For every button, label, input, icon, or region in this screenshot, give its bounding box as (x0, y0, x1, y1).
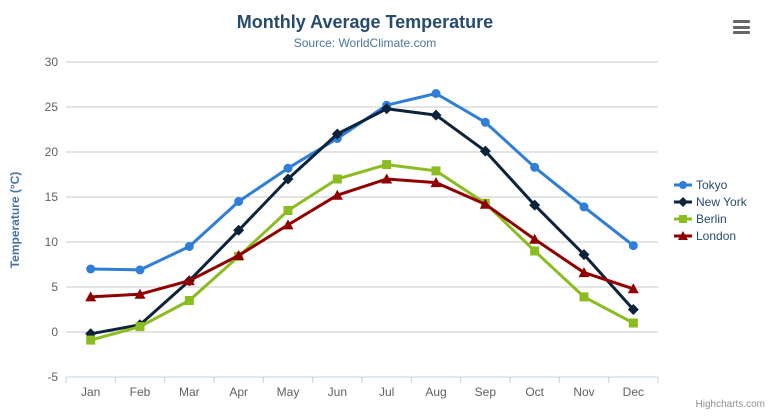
series-london[interactable] (85, 173, 639, 302)
data-point-new-york[interactable] (331, 128, 343, 140)
x-axis-label: Feb (130, 385, 151, 399)
series-line-berlin[interactable] (89, 163, 635, 342)
legend-marker-diamond-icon (674, 197, 692, 207)
data-point-london[interactable] (529, 233, 541, 244)
series-line-new-york[interactable] (89, 107, 635, 336)
data-point-berlin[interactable] (332, 174, 342, 184)
legend-label: New York (696, 195, 747, 209)
x-axis-label: Nov (573, 385, 594, 399)
data-point-london[interactable] (381, 173, 393, 184)
data-point-berlin[interactable] (579, 292, 589, 302)
data-point-tokyo[interactable] (431, 89, 441, 98)
data-point-new-york[interactable] (282, 173, 294, 185)
x-axis-label: Jul (379, 385, 394, 399)
data-point-berlin[interactable] (530, 246, 540, 256)
x-axis-label: Dec (623, 385, 644, 399)
legend-marker (678, 197, 688, 207)
y-axis-label: -5 (47, 370, 58, 384)
data-point-london[interactable] (430, 177, 442, 188)
x-axis-label: May (277, 385, 300, 399)
export-menu-button[interactable] (731, 18, 752, 36)
y-axis-label: 5 (51, 280, 58, 294)
x-axis-label: Sep (475, 385, 497, 399)
legend: Tokyo New York Berlin London (674, 177, 747, 245)
hamburger-icon (733, 20, 750, 23)
chart-title: Monthly Average Temperature (236, 12, 494, 32)
data-point-london[interactable] (479, 198, 491, 209)
legend-item-new-york[interactable]: New York (674, 194, 747, 210)
x-axis-label: Apr (229, 385, 248, 399)
data-point-new-york[interactable] (381, 103, 393, 115)
data-point-new-york[interactable] (233, 224, 245, 236)
y-axis-label: 10 (45, 235, 59, 249)
data-point-london[interactable] (134, 288, 146, 299)
x-axis-label: Jan (81, 385, 100, 399)
data-point-tokyo[interactable] (579, 202, 589, 212)
legend-item-tokyo[interactable]: Tokyo (674, 177, 747, 193)
x-axis-label: Aug (425, 385, 446, 399)
data-point-berlin[interactable] (86, 335, 96, 345)
y-axis-label: 25 (45, 100, 59, 114)
chart-subtitle: Source: WorldClimate.com (293, 36, 437, 50)
series-tokyo[interactable] (86, 89, 638, 275)
legend-marker-circle-icon (674, 181, 692, 189)
data-point-new-york[interactable] (479, 145, 491, 157)
y-axis-label: 30 (45, 55, 59, 69)
data-point-tokyo[interactable] (184, 242, 194, 251)
y-axis-label: 15 (45, 190, 59, 204)
data-point-new-york[interactable] (430, 109, 442, 121)
x-axis-label: Jun (328, 385, 347, 399)
legend-marker-triangle-icon (674, 231, 692, 240)
data-point-london[interactable] (627, 283, 639, 294)
data-point-berlin[interactable] (283, 206, 293, 215)
data-point-tokyo[interactable] (86, 264, 96, 274)
x-axis-label: Oct (525, 385, 544, 399)
highcharts-credit[interactable]: Highcharts.com (695, 399, 765, 410)
legend-item-berlin[interactable]: Berlin (674, 211, 747, 227)
legend-marker (679, 215, 687, 223)
series-line-london[interactable] (89, 177, 635, 299)
data-point-tokyo[interactable] (530, 162, 540, 172)
data-point-tokyo[interactable] (234, 197, 244, 206)
data-point-london[interactable] (331, 189, 343, 200)
data-point-berlin[interactable] (382, 160, 392, 170)
data-point-london[interactable] (578, 267, 590, 278)
data-point-tokyo[interactable] (480, 117, 490, 127)
hamburger-icon (733, 25, 750, 29)
legend-marker (679, 181, 687, 189)
legend-label: Berlin (696, 212, 727, 226)
data-point-berlin[interactable] (628, 318, 638, 328)
data-point-new-york[interactable] (627, 304, 639, 315)
data-point-tokyo[interactable] (283, 163, 293, 173)
data-point-london[interactable] (282, 219, 294, 230)
legend-item-london[interactable]: London (674, 228, 747, 244)
data-point-tokyo[interactable] (628, 241, 638, 251)
legend-label: London (696, 229, 737, 243)
data-point-berlin[interactable] (184, 296, 194, 305)
data-point-london[interactable] (233, 250, 245, 260)
y-axis-label: 20 (45, 145, 59, 159)
data-point-berlin[interactable] (431, 166, 441, 176)
y-axis-label: 0 (51, 325, 58, 339)
data-point-london[interactable] (85, 291, 97, 302)
data-point-new-york[interactable] (529, 199, 541, 211)
data-point-london[interactable] (183, 275, 195, 286)
legend-label: Tokyo (696, 178, 728, 192)
legend-marker (678, 231, 688, 240)
data-point-berlin[interactable] (135, 322, 145, 332)
data-point-tokyo[interactable] (135, 265, 145, 275)
data-point-new-york[interactable] (578, 249, 590, 261)
legend-marker-square-icon (674, 215, 692, 223)
hamburger-icon (733, 31, 750, 34)
x-axis-label: Mar (179, 385, 200, 399)
series-new-york[interactable] (85, 103, 639, 340)
